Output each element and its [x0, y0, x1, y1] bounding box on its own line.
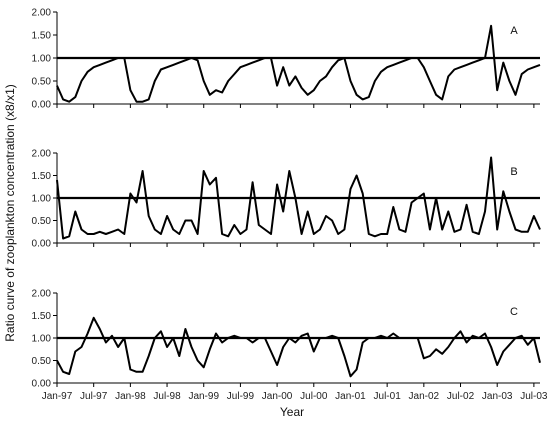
x-tick-label: Jan-99 [188, 391, 219, 402]
y-axis-title: Ratio curve of zooplankton concentration… [3, 84, 17, 341]
y-tick-label: 1.00 [32, 334, 52, 345]
panel-label: C [510, 306, 518, 318]
y-tick-label: 0.50 [32, 77, 52, 88]
x-tick-label: Jan-97 [42, 391, 73, 402]
x-tick-label: Jan-03 [482, 391, 513, 402]
panel-b: 0.00 0.50 1.00 1.50 2.00 B [32, 149, 541, 250]
x-tick-label: Jan-01 [335, 391, 366, 402]
series-line [56, 156, 541, 240]
x-tick-label: Jul-02 [447, 391, 475, 402]
panel-a: 0.00 0.50 1.00 1.50 2.00 A [32, 8, 541, 111]
x-tick-label: Jul-98 [153, 391, 181, 402]
x-tick-label: Jul-03 [520, 391, 548, 402]
x-tick-label: Jul-01 [374, 391, 402, 402]
y-tick-label: 1.50 [32, 171, 52, 182]
panel-label: B [510, 166, 517, 178]
y-tick-label: 1.50 [32, 311, 52, 322]
y-tick-label: 1.00 [32, 194, 52, 205]
x-tick-label: Jul-97 [80, 391, 108, 402]
y-tick-label: 0.50 [32, 216, 52, 227]
y-tick-label: 0.00 [32, 239, 52, 250]
series-line [56, 24, 541, 103]
x-tick-label: Jan-98 [115, 391, 146, 402]
y-tick-label: 1.00 [32, 54, 52, 65]
x-tick-label: Jul-99 [227, 391, 255, 402]
x-tick-label: Jan-02 [409, 391, 440, 402]
x-axis: Jan-97 Jul-97 Jan-98 Jul-98 Jan-99 Jul-99 Jan-… [42, 391, 548, 402]
x-tick-label: Jul-00 [300, 391, 328, 402]
panel-c: 0.00 0.50 1.00 1.50 2.00 C [32, 289, 541, 390]
y-tick-label: 0.50 [32, 356, 52, 367]
y-tick-label: 0.00 [32, 379, 52, 390]
y-tick-label: 2.00 [32, 149, 52, 160]
panels-layer: 0.00 0.50 1.00 1.50 2.00 A 0.00 0.50 1.00 1.50 2.0… [32, 8, 541, 390]
x-axis-title: Year [280, 405, 304, 419]
y-tick-label: 2.00 [32, 8, 52, 19]
panel-label: A [510, 25, 518, 37]
y-tick-label: 2.00 [32, 289, 52, 300]
series-line [56, 316, 541, 378]
x-tick-label: Jan-00 [262, 391, 293, 402]
y-tick-label: 0.00 [32, 100, 52, 111]
y-tick-label: 1.50 [32, 31, 52, 42]
